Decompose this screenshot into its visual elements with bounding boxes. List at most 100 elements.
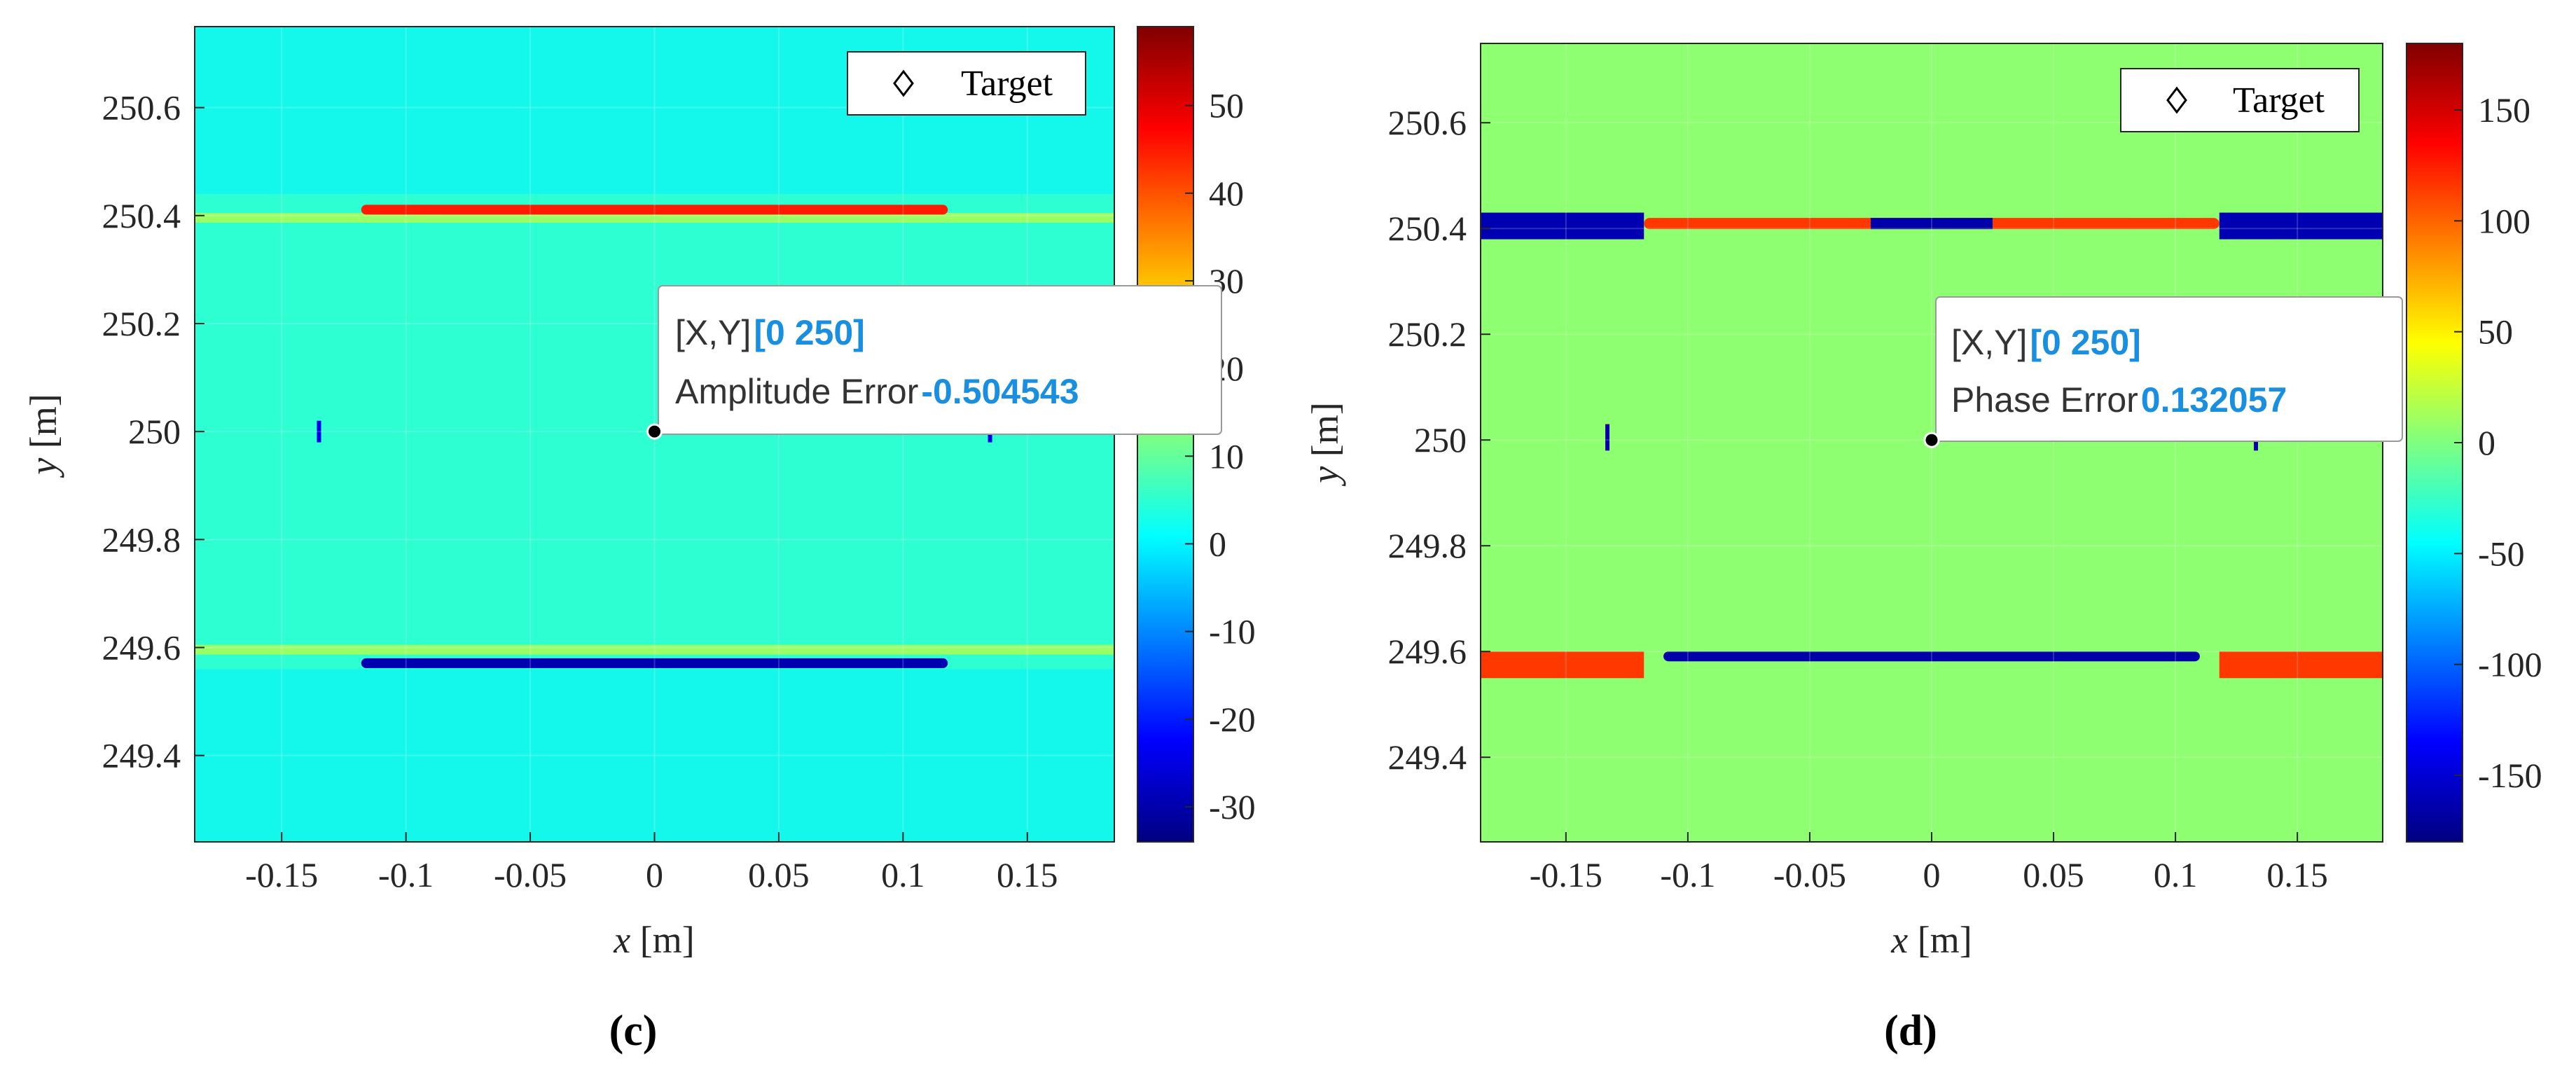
y-tick-label: 249.4: [102, 736, 181, 775]
legend-d: Target: [2120, 68, 2360, 132]
y-tick-label: 250: [128, 412, 181, 451]
legend-diamond-marker-icon: [893, 69, 914, 97]
colorbar-tick-label: -150: [2478, 756, 2542, 795]
colorbar-tick-label: 0: [1209, 524, 1226, 563]
edge-top: [361, 205, 948, 215]
y-tick-label: 250.2: [102, 304, 181, 343]
panel-d: -0.15 -0.1 -0.05 0 0.05 0.1 0.15 249.4249.6249…: [1304, 43, 2542, 1055]
edge-bottom: [361, 658, 948, 668]
datatip-box-c: [658, 285, 1222, 435]
y-axis-label-c: y [m]: [22, 394, 64, 478]
x-axis-label-d: x [m]: [1890, 919, 1972, 961]
x-tick-label: 0.1: [881, 855, 925, 894]
y-tick-label: 249.6: [102, 628, 181, 667]
colorbar-tick-label: -100: [2478, 645, 2542, 684]
legend-label-d: Target: [2233, 81, 2325, 120]
x-axis-var-c: x: [613, 919, 630, 961]
edge-left-top: [1481, 212, 1644, 240]
colorbar-tick-label: -10: [1209, 612, 1256, 651]
y-tick-label: 249.6: [1388, 632, 1467, 671]
x-tick-label: 0.05: [748, 855, 810, 894]
x-axis-unit-c: [m]: [640, 919, 695, 961]
x-tick-label: 0.1: [2154, 855, 2198, 894]
y-tick-label: 250.6: [1388, 103, 1467, 142]
x-tick-label: 0.15: [997, 855, 1058, 894]
datatip-c[interactable]: [X,Y] [0 250] Amplitude Error -0.504543: [653, 285, 1222, 435]
datatip-line1-c: [X,Y] [0 250]: [675, 313, 865, 352]
y-tick-label: 250.2: [1388, 314, 1467, 354]
edge-bottom: [1663, 651, 2200, 662]
panel-c: -0.15 -0.1 -0.05 0 0.05 0.1 0.15 249.4249.6249…: [22, 26, 1256, 1055]
x-tick-label: 0.15: [2266, 855, 2328, 894]
x-tick-label: -0.05: [494, 855, 567, 894]
y-tick-label: 250: [1414, 420, 1467, 459]
colorbar-tick-label: -20: [1209, 700, 1256, 739]
y-tick-label: 249.4: [1388, 738, 1467, 777]
datatip-box-d: [1935, 296, 2403, 442]
legend-diamond-marker-icon: [2166, 86, 2187, 114]
field-band: [195, 669, 1114, 842]
x-tick-label: -0.1: [378, 855, 434, 894]
x-tick-label: -0.15: [245, 855, 318, 894]
legend-c: Target: [847, 51, 1086, 116]
y-tick-label: 250.4: [102, 196, 181, 235]
datatip-xy-value-d: [0 250]: [2030, 323, 2140, 362]
y-tick-label: 250.4: [1388, 209, 1467, 248]
x-tick-label: -0.1: [1660, 855, 1715, 894]
legend-box-c: [847, 51, 1086, 116]
legend-label-c: Target: [961, 64, 1053, 104]
y-tick-label: 250.6: [102, 88, 181, 127]
y-axis-var-c: y: [22, 458, 64, 478]
colorbar-tick-label: 100: [2478, 201, 2530, 240]
x-ticks-d: -0.15 -0.1 -0.05 0 0.05 0.1 0.15: [1530, 832, 2328, 894]
y-axis-label-d: y [m]: [1304, 402, 1346, 486]
y-axis-var-d: y: [1304, 466, 1346, 487]
heatmap-features-d: [1481, 212, 2383, 679]
y-axis-unit-c: [m]: [22, 394, 64, 448]
datatip-d[interactable]: [X,Y] [0 250] Phase Error 0.132057: [1931, 296, 2403, 443]
x-axis-var-d: x: [1890, 919, 1908, 961]
x-tick-label: 0: [646, 855, 663, 894]
datatip-xy-value-c: [0 250]: [754, 313, 864, 352]
colorbar-tick-label: -30: [1209, 787, 1256, 826]
legend-box-d: [2120, 68, 2360, 132]
x-axis-unit-d: [m]: [1918, 919, 1972, 961]
panel-caption-c: (c): [609, 1007, 658, 1055]
edge-right-top: [2219, 212, 2383, 240]
datatip-value-label-d: Phase Error: [1951, 380, 2138, 420]
datatip-value-c: -0.504543: [921, 372, 1079, 411]
colorbar-tick-label: -50: [2478, 534, 2525, 573]
datatip-line1-d: [X,Y] [0 250]: [1951, 323, 2141, 362]
y-ticks-d: 249.4 249.6 249.8 250 250.2 250.4 250.6: [1388, 103, 1490, 777]
edge-top-center: [1870, 218, 1993, 230]
x-tick-label: 0.05: [2023, 855, 2084, 894]
edge-left: [1605, 424, 1610, 451]
y-axis-unit-d: [m]: [1304, 402, 1346, 457]
datatip-value-d: 0.132057: [2141, 380, 2287, 420]
target-point-c[interactable]: [646, 423, 663, 440]
y-tick-label: 249.8: [102, 520, 181, 559]
target-point-d[interactable]: [1923, 431, 1940, 448]
edge-left: [317, 420, 321, 443]
datatip-line2-d: Phase Error 0.132057: [1951, 380, 2287, 420]
colorbar-tick-label: 0: [2478, 423, 2495, 462]
field-stripe: [195, 644, 1114, 655]
x-tick-label: -0.05: [1773, 855, 1846, 894]
datatip-xy-label-c: [X,Y]: [675, 313, 751, 352]
colorbar-tick-label: 40: [1209, 174, 1244, 213]
colorbar-tick-label: 10: [1209, 436, 1244, 476]
datatip-xy-label-d: [X,Y]: [1951, 323, 2027, 362]
colorbar-tick-label: 50: [2478, 312, 2513, 352]
edge-left-bottom: [1481, 651, 1644, 679]
y-tick-label: 249.8: [1388, 526, 1467, 565]
x-tick-label: 0: [1923, 855, 1941, 894]
datatip-line2-c: Amplitude Error -0.504543: [675, 372, 1079, 411]
field-stripe: [195, 212, 1114, 223]
y-ticks-c: 249.4 249.6 249.8 250 250.2 250.4 250.6: [102, 88, 205, 775]
datatip-value-label-c: Amplitude Error: [675, 372, 918, 411]
colorbar-tick-label: 150: [2478, 90, 2530, 130]
colorbar-tick-label: 50: [1209, 86, 1244, 125]
edge-right-bottom: [2219, 651, 2383, 679]
